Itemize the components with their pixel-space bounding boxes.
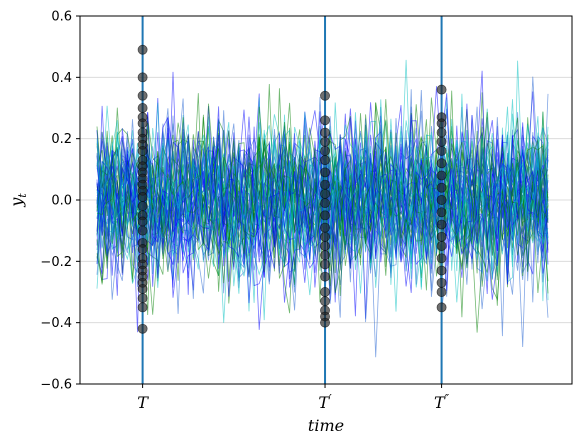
snapshot-point [436, 195, 447, 205]
y-tick-label: 0.6 [51, 10, 72, 25]
snapshot-point [137, 191, 148, 202]
snapshot-point [320, 296, 330, 307]
snapshot-point [436, 127, 447, 138]
snapshot-point [320, 241, 330, 251]
snapshot-point [137, 44, 148, 55]
snapshot-point [320, 198, 330, 209]
snapshot-point [320, 155, 330, 166]
snapshot-point [137, 302, 148, 313]
snapshot-point [320, 317, 330, 328]
snapshot-point [137, 72, 148, 83]
snapshot-point [320, 287, 330, 297]
snapshot-point [436, 302, 447, 313]
y-axis-label: yt [7, 193, 29, 208]
snapshot-point [436, 84, 447, 95]
x-tick-label: T′ [318, 392, 332, 412]
snapshot-point [137, 118, 148, 129]
snapshot-point [436, 287, 447, 297]
series-layer [96, 59, 549, 358]
snapshot-point [320, 250, 330, 261]
snapshot-point [137, 283, 148, 294]
snapshot-point [436, 253, 447, 264]
snapshot-point [137, 145, 148, 156]
snapshot-point [320, 222, 330, 233]
snapshot-point [436, 207, 447, 218]
snapshot-point [436, 231, 447, 242]
snapshot-point [320, 167, 330, 178]
points-layer [137, 44, 447, 334]
snapshot-point [320, 127, 330, 138]
y-axis: 0.6 0.4 0.2 0.0 −0.2 −0.4 −0.6 [40, 10, 80, 393]
snapshot-point [320, 210, 330, 221]
snapshot-point [137, 244, 148, 255]
snapshot-point [436, 219, 447, 230]
snapshot-point [320, 188, 330, 199]
y-tick-label: 0.4 [51, 71, 72, 86]
svg-text:yt: yt [7, 193, 29, 208]
snapshot-point [320, 136, 330, 147]
y-tick-label: −0.4 [40, 316, 72, 331]
x-axis: T T′ T″ [137, 384, 450, 412]
snapshot-point [137, 201, 148, 212]
snapshot-point [320, 259, 330, 270]
snapshot-point [320, 145, 330, 156]
x-tick-label: T [137, 393, 149, 412]
y-tick-label: 0.2 [51, 132, 72, 147]
y-tick-label: −0.2 [40, 255, 72, 270]
x-tick-label: T″ [434, 392, 450, 412]
snapshot-point [436, 277, 447, 288]
snapshot-point [137, 216, 148, 227]
snapshot-point [436, 118, 447, 129]
snapshot-point [137, 90, 148, 101]
x-axis-label: time [308, 416, 344, 435]
snapshot-point [436, 265, 447, 276]
snapshot-point [137, 103, 148, 113]
snapshot-point [436, 158, 447, 169]
y-tick-label: 0.0 [51, 194, 72, 209]
snapshot-point [436, 136, 447, 147]
snapshot-point [436, 145, 447, 156]
snapshot-point [137, 225, 148, 236]
snapshot-point [320, 179, 330, 190]
y-tick-label: −0.6 [40, 378, 72, 393]
series-line [96, 112, 549, 286]
snapshot-point [137, 323, 148, 334]
snapshot-point [436, 170, 447, 181]
snapshot-point [436, 241, 447, 251]
snapshot-point [436, 182, 447, 193]
snapshot-point [137, 293, 148, 304]
snapshot-point [320, 231, 330, 242]
snapshot-point [320, 115, 330, 126]
snapshot-point [320, 271, 330, 282]
snapshot-point [320, 90, 330, 101]
